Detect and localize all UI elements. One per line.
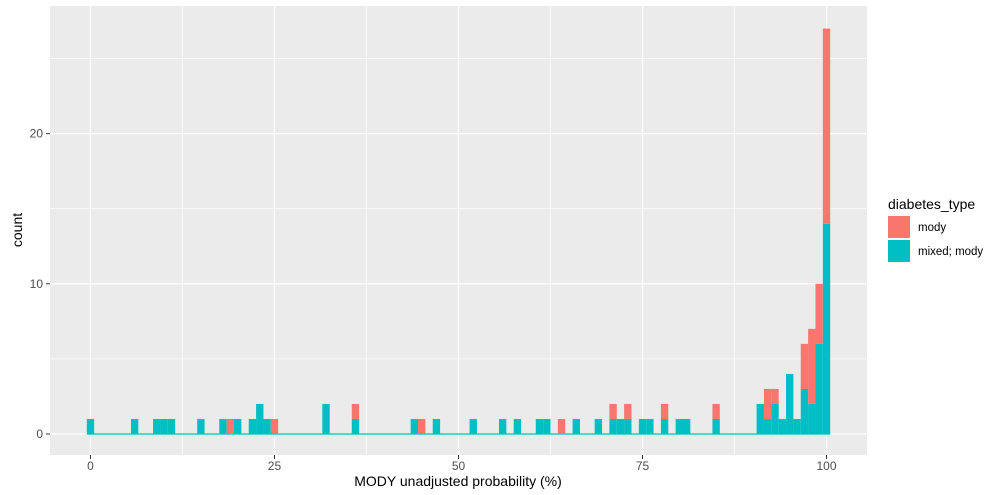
histogram-bar [624,403,632,419]
histogram-bar [256,403,264,434]
legend-label: mody [918,222,946,234]
histogram-bar [808,328,816,404]
histogram-bar [432,418,441,434]
histogram-bar [234,418,242,434]
y-axis-ticks: 0 10 20 [30,127,50,441]
histogram-bar [712,403,720,419]
histogram-bar [822,223,831,434]
x-tick-label: 50 [452,459,466,473]
histogram-bar [543,418,551,434]
histogram-bar [800,388,809,434]
legend-swatch [888,216,910,238]
y-tick-label: 0 [36,427,43,441]
histogram-bar [130,418,139,434]
histogram-bar [609,403,617,419]
histogram-bar [557,418,566,434]
y-tick-label: 10 [30,277,44,291]
legend-title: diabetes_type [888,196,975,212]
x-axis-ticks: 0 25 50 75 100 [87,455,837,473]
histogram-bar [660,418,669,434]
histogram-bar [638,418,647,434]
histogram-bar [572,418,580,434]
histogram-bar [594,418,603,434]
legend-items: mody mixed; mody [888,216,983,262]
x-axis-title: MODY unadjusted probability (%) [354,473,562,489]
histogram-bar [160,418,168,434]
histogram-bar [712,418,720,434]
major-gridlines [50,6,867,455]
histogram-bar [660,403,669,419]
y-tick-label: 20 [30,127,44,141]
histogram-bar [535,418,544,434]
x-tick-label: 100 [817,459,837,473]
x-tick-label: 75 [636,459,650,473]
y-axis-title: count [9,213,25,247]
x-tick-label: 0 [87,459,94,473]
histogram-bar [616,418,625,434]
histogram-bar [771,388,779,404]
legend-swatch [888,240,910,262]
legend: diabetes_type mody mixed; mody [888,196,983,262]
histogram-bar [270,418,279,434]
histogram-bar [469,418,477,434]
histogram-bar [800,343,809,389]
histogram-bar [675,418,683,434]
histogram-bar [786,373,794,434]
histogram-bar [808,403,816,434]
histogram-bar [219,418,227,434]
x-tick-label: 25 [268,459,282,473]
histogram-bar [226,418,235,434]
histogram-bar [778,418,787,434]
histogram-bar [815,343,823,434]
histogram-bar [197,418,205,434]
histogram-bar [513,418,522,434]
histogram-bar [756,403,764,434]
histogram-bar [793,418,801,434]
histogram-bar [322,403,330,434]
histogram-bar [153,418,161,434]
histogram-bar [410,418,419,434]
histogram-bar [624,418,632,434]
histogram-bar [498,418,507,434]
histogram-bar [86,418,95,434]
histogram-bar [682,418,691,434]
histogram-bar [351,418,360,434]
histogram-bar [763,418,772,434]
histogram-bar [822,28,831,224]
histogram-bar [351,403,360,419]
histogram-bar [248,418,257,434]
histogram-bar [167,418,176,434]
histogram-bar [763,388,772,419]
histogram-bar [418,418,426,434]
histogram-bar [771,403,779,434]
histogram-bar [609,418,617,434]
legend-label: mixed; mody [918,246,983,258]
histogram-bar [646,418,654,434]
histogram-bars [86,28,831,435]
histogram-bar [263,418,271,434]
histogram-bar [815,283,823,344]
